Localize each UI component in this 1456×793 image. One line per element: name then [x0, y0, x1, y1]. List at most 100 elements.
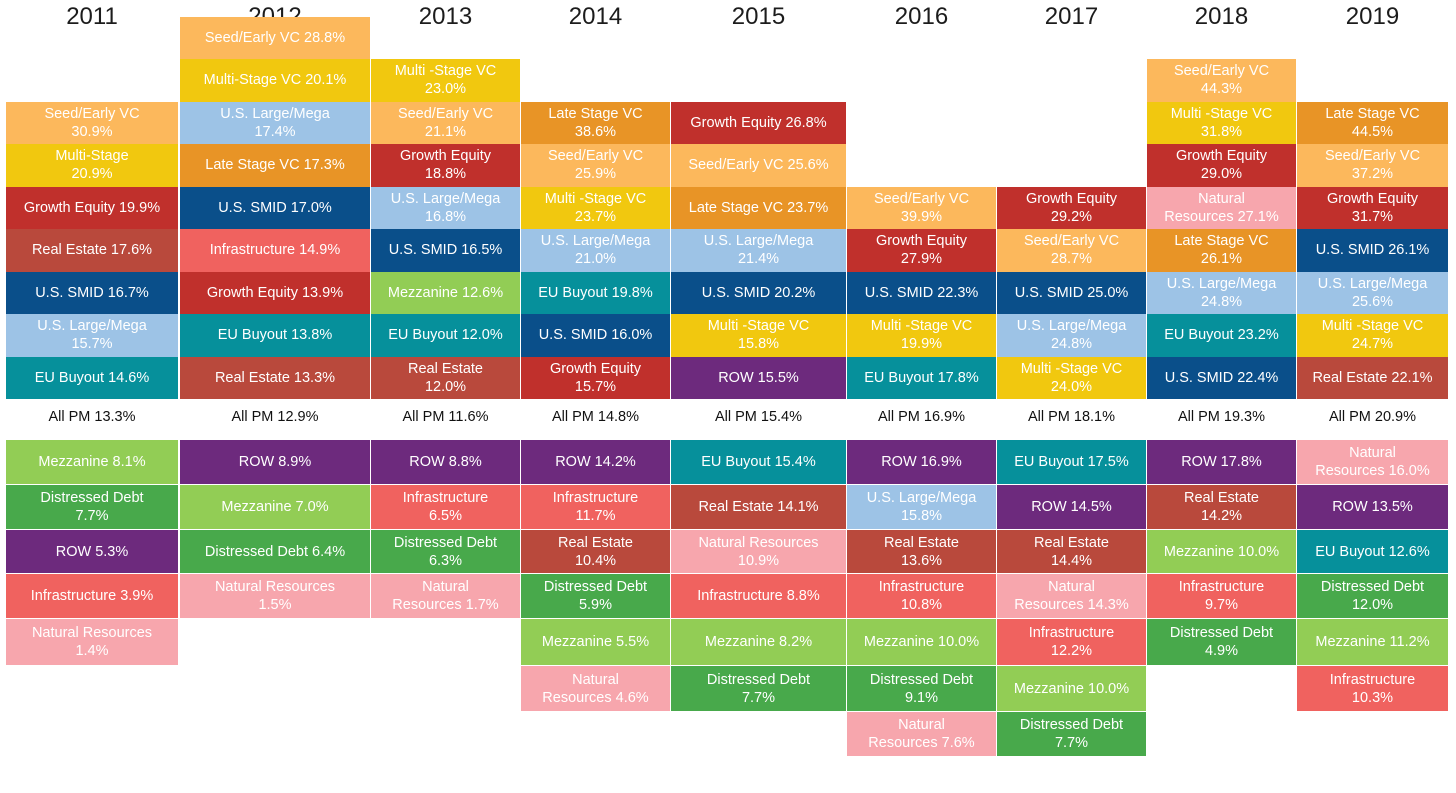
cell-2012-infrastructure: Infrastructure 14.9% [180, 229, 370, 272]
cell-2018-late-stage-vc: Late Stage VC 26.1% [1147, 229, 1296, 272]
cell-2016-infrastructure: Infrastructure 10.8% [847, 574, 996, 618]
cell-2016-multi-stage-vc: Multi -Stage VC 19.9% [847, 314, 996, 357]
cell-2013-u-s-smid: U.S. SMID 16.5% [371, 229, 520, 272]
cell-2012-growth-equity: Growth Equity 13.9% [180, 271, 370, 314]
cell-2015-u-s-smid: U.S. SMID 20.2% [671, 271, 846, 314]
cell-2012-seed-early-vc: Seed/Early VC 28.8% [180, 16, 370, 59]
cell-2017-distressed-debt: Distressed Debt 7.7% [997, 712, 1146, 756]
cell-2013-seed-early-vc: Seed/Early VC 21.1% [371, 101, 520, 144]
cell-2015-distressed-debt: Distressed Debt 7.7% [671, 666, 846, 711]
cell-2018-seed-early-vc: Seed/Early VC 44.3% [1147, 59, 1296, 102]
year-header-2016: 2016 [894, 3, 949, 30]
cell-2018-real-estate: Real Estate 14.2% [1147, 485, 1296, 529]
cell-2013-multi-stage-vc: Multi -Stage VC 23.0% [371, 59, 520, 102]
all-pm-label-2012: All PM 12.9% [231, 409, 319, 425]
cell-2017-real-estate: Real Estate 14.4% [997, 530, 1146, 573]
cell-2011-u-s-smid: U.S. SMID 16.7% [6, 271, 178, 314]
all-pm-label-2018: All PM 19.3% [1177, 409, 1266, 425]
cell-2012-u-s-smid: U.S. SMID 17.0% [180, 186, 370, 229]
cell-2019-multi-stage-vc: Multi -Stage VC 24.7% [1297, 314, 1448, 357]
year-header-2014: 2014 [568, 3, 623, 30]
all-pm-label-2015: All PM 15.4% [714, 409, 803, 425]
cell-2019-infrastructure: Infrastructure 10.3% [1297, 666, 1448, 711]
cell-2016-natural-resources: Natural Resources 7.6% [847, 712, 996, 756]
cell-2017-u-s-large-mega: U.S. Large/Mega 24.8% [997, 314, 1146, 357]
cell-2016-row: ROW 16.9% [847, 440, 996, 484]
cell-2019-u-s-large-mega: U.S. Large/Mega 25.6% [1297, 271, 1448, 314]
cell-2013-distressed-debt: Distressed Debt 6.3% [371, 530, 520, 573]
cell-2019-mezzanine: Mezzanine 11.2% [1297, 619, 1448, 665]
cell-2018-row: ROW 17.8% [1147, 440, 1296, 484]
cell-2013-infrastructure: Infrastructure 6.5% [371, 485, 520, 529]
all-pm-label-2016: All PM 16.9% [877, 409, 966, 425]
cell-2019-eu-buyout: EU Buyout 12.6% [1297, 530, 1448, 573]
cell-2016-real-estate: Real Estate 13.6% [847, 530, 996, 573]
cell-2011-infrastructure: Infrastructure 3.9% [6, 574, 178, 618]
cell-2019-growth-equity: Growth Equity 31.7% [1297, 186, 1448, 229]
cell-2012-mezzanine: Mezzanine 7.0% [180, 485, 370, 529]
cell-2015-multi-stage-vc: Multi -Stage VC 15.8% [671, 314, 846, 357]
cell-2011-growth-equity: Growth Equity 19.9% [6, 186, 178, 229]
cell-2014-mezzanine: Mezzanine 5.5% [521, 619, 670, 665]
cell-2015-late-stage-vc: Late Stage VC 23.7% [671, 186, 846, 229]
cell-2015-natural-resources: Natural Resources 10.9% [671, 530, 846, 573]
year-header-2018: 2018 [1194, 3, 1249, 30]
cell-2019-seed-early-vc: Seed/Early VC 37.2% [1297, 144, 1448, 187]
cell-2015-mezzanine: Mezzanine 8.2% [671, 619, 846, 665]
cell-2014-distressed-debt: Distressed Debt 5.9% [521, 574, 670, 618]
cell-2017-infrastructure: Infrastructure 12.2% [997, 619, 1146, 665]
cell-2012-row: ROW 8.9% [180, 440, 370, 484]
cell-2014-seed-early-vc: Seed/Early VC 25.9% [521, 144, 670, 187]
year-header-2013: 2013 [418, 3, 473, 30]
cell-2015-seed-early-vc: Seed/Early VC 25.6% [671, 144, 846, 187]
cell-2018-growth-equity: Growth Equity 29.0% [1147, 144, 1296, 187]
cell-2014-row: ROW 14.2% [521, 440, 670, 484]
cell-2015-growth-equity: Growth Equity 26.8% [671, 101, 846, 144]
all-pm-label-2019: All PM 20.9% [1328, 409, 1417, 425]
cell-2014-late-stage-vc: Late Stage VC 38.6% [521, 101, 670, 144]
cell-2017-mezzanine: Mezzanine 10.0% [997, 666, 1146, 711]
cell-2015-row: ROW 15.5% [671, 356, 846, 399]
cell-2019-u-s-smid: U.S. SMID 26.1% [1297, 229, 1448, 272]
cell-2017-multi-stage-vc: Multi -Stage VC 24.0% [997, 356, 1146, 399]
cell-2015-real-estate: Real Estate 14.1% [671, 485, 846, 529]
cell-2019-distressed-debt: Distressed Debt 12.0% [1297, 574, 1448, 618]
cell-2014-growth-equity: Growth Equity 15.7% [521, 356, 670, 399]
cell-2016-u-s-smid: U.S. SMID 22.3% [847, 271, 996, 314]
cell-2011-mezzanine: Mezzanine 8.1% [6, 440, 178, 484]
cell-2019-real-estate: Real Estate 22.1% [1297, 356, 1448, 399]
cell-2017-u-s-smid: U.S. SMID 25.0% [997, 271, 1146, 314]
cell-2013-natural-resources: Natural Resources 1.7% [371, 574, 520, 618]
cell-2018-distressed-debt: Distressed Debt 4.9% [1147, 619, 1296, 665]
cell-2014-u-s-smid: U.S. SMID 16.0% [521, 314, 670, 357]
cell-2011-u-s-large-mega: U.S. Large/Mega 15.7% [6, 314, 178, 357]
cell-2012-u-s-large-mega: U.S. Large/Mega 17.4% [180, 101, 370, 144]
cell-2016-seed-early-vc: Seed/Early VC 39.9% [847, 186, 996, 229]
all-pm-label-2011: All PM 13.3% [48, 409, 136, 425]
year-header-2017: 2017 [1044, 3, 1099, 30]
cell-2017-growth-equity: Growth Equity 29.2% [997, 186, 1146, 229]
cell-2015-u-s-large-mega: U.S. Large/Mega 21.4% [671, 229, 846, 272]
cell-2014-u-s-large-mega: U.S. Large/Mega 21.0% [521, 229, 670, 272]
cell-2011-multi-stage-vc: Multi-Stage 20.9% [6, 144, 178, 187]
cell-2018-u-s-large-mega: U.S. Large/Mega 24.8% [1147, 271, 1296, 314]
cell-2019-late-stage-vc: Late Stage VC 44.5% [1297, 101, 1448, 144]
cell-2017-natural-resources: Natural Resources 14.3% [997, 574, 1146, 618]
all-pm-label-2017: All PM 18.1% [1027, 409, 1116, 425]
cell-2013-u-s-large-mega: U.S. Large/Mega 16.8% [371, 186, 520, 229]
cell-2018-mezzanine: Mezzanine 10.0% [1147, 530, 1296, 573]
cell-2011-row: ROW 5.3% [6, 530, 178, 573]
cell-2014-infrastructure: Infrastructure 11.7% [521, 485, 670, 529]
cell-2019-natural-resources: Natural Resources 16.0% [1297, 440, 1448, 484]
cell-2015-infrastructure: Infrastructure 8.8% [671, 574, 846, 618]
cell-2018-multi-stage-vc: Multi -Stage VC 31.8% [1147, 101, 1296, 144]
cell-2014-natural-resources: Natural Resources 4.6% [521, 666, 670, 711]
cell-2011-distressed-debt: Distressed Debt 7.7% [6, 485, 178, 529]
cell-2011-seed-early-vc: Seed/Early VC 30.9% [6, 101, 178, 144]
cell-2018-natural-resources: Natural Resources 27.1% [1147, 186, 1296, 229]
cell-2011-eu-buyout: EU Buyout 14.6% [6, 356, 178, 399]
cell-2018-eu-buyout: EU Buyout 23.2% [1147, 314, 1296, 357]
cell-2016-mezzanine: Mezzanine 10.0% [847, 619, 996, 665]
cell-2013-growth-equity: Growth Equity 18.8% [371, 144, 520, 187]
cell-2013-eu-buyout: EU Buyout 12.0% [371, 314, 520, 357]
